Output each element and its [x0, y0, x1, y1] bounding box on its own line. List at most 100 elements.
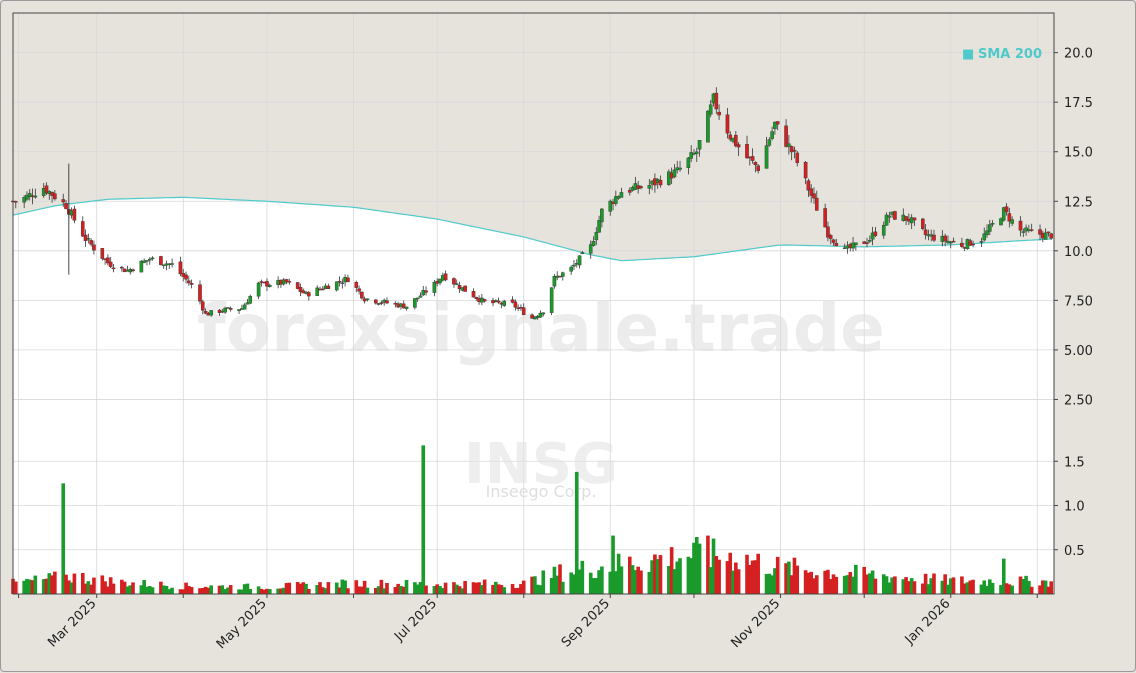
candle-body: [1001, 207, 1006, 221]
candle: [923, 224, 928, 240]
candle-body: [147, 258, 152, 261]
watermark-ticker: INSG: [464, 432, 618, 497]
volume-bar: [979, 584, 984, 594]
candle: [1038, 224, 1042, 241]
candle: [851, 236, 855, 252]
candle: [463, 285, 467, 292]
candle: [960, 237, 964, 249]
candle: [513, 299, 518, 311]
volume-bar: [187, 585, 191, 594]
volume-bar: [147, 586, 152, 594]
candle-body: [960, 242, 964, 247]
volume-bar: [382, 588, 386, 594]
volume-bar: [552, 566, 557, 594]
candle: [27, 189, 32, 201]
volume-bar: [404, 580, 409, 594]
candle-body: [1043, 232, 1048, 240]
volume-bar: [1001, 558, 1006, 594]
candle-body: [784, 125, 788, 147]
candle: [823, 203, 827, 228]
volume-bar: [337, 587, 342, 594]
volume-bar: [999, 585, 1003, 594]
volume-bar: [513, 588, 518, 594]
candle: [284, 278, 289, 285]
x-axis-labels: Mar 2025 May 2025 Jul 2025 Sep 2025 Nov 2025…: [45, 596, 953, 652]
volume-bar: [692, 542, 696, 594]
x-tick-label: Mar 2025: [45, 596, 99, 650]
volume-bar: [923, 573, 928, 594]
candle: [971, 240, 975, 248]
volume-bar: [842, 575, 847, 594]
x-tick-label: Sep 2025: [559, 596, 613, 650]
volume-bar: [245, 583, 250, 594]
candle-body: [44, 185, 49, 194]
candle: [178, 256, 183, 277]
volume-bar: [675, 561, 680, 594]
volume-bar: [921, 583, 925, 594]
candle-body: [108, 261, 113, 267]
candle-body: [1021, 231, 1026, 233]
candle: [1046, 231, 1051, 237]
volume-bar: [823, 570, 827, 594]
volume-bar: [228, 585, 233, 594]
volume-bar: [1007, 584, 1012, 594]
candle-body: [326, 285, 331, 289]
volume-bar: [639, 570, 643, 594]
candle-body: [307, 292, 311, 297]
y-tick-label: 7.50: [1064, 294, 1093, 309]
volume-bar: [561, 581, 565, 594]
volume-bar: [267, 589, 272, 594]
volume-bar: [357, 586, 361, 594]
candle: [334, 281, 339, 292]
volume-bar: [572, 574, 576, 594]
volume-bar: [167, 589, 172, 594]
candle: [809, 184, 813, 203]
volume-bar: [1024, 575, 1028, 594]
volume-bar: [237, 589, 241, 594]
candle: [854, 242, 858, 251]
volume-bar: [279, 588, 283, 594]
candle-body: [594, 232, 599, 241]
candle-body: [678, 167, 682, 170]
candle: [1007, 207, 1012, 228]
candle: [714, 87, 719, 115]
candle-body: [178, 261, 183, 275]
volume-bar: [494, 581, 498, 594]
legend: ■ SMA 200: [962, 47, 1042, 62]
candle-body: [828, 235, 833, 239]
candle-body: [256, 282, 261, 297]
candle: [120, 265, 124, 272]
plot-background: [13, 13, 1054, 594]
candle-body: [893, 211, 897, 220]
y-tick-label: 10.0: [1064, 245, 1093, 260]
volume-bar: [502, 587, 506, 594]
candle: [1001, 206, 1006, 222]
candle-body: [812, 193, 816, 199]
candle-body: [912, 217, 917, 221]
candle-body: [904, 216, 908, 221]
candle: [346, 274, 350, 283]
candle: [404, 306, 409, 311]
candle-body: [809, 188, 813, 196]
volume-bar: [890, 577, 894, 594]
watermark-site: forexsignale.trade: [197, 290, 885, 367]
volume-bar: [555, 575, 560, 594]
candle-body: [64, 203, 68, 209]
candle: [474, 296, 479, 301]
candle-body: [1049, 233, 1054, 239]
candle-body: [510, 299, 515, 303]
volume-bar: [374, 587, 378, 594]
candle: [80, 216, 85, 237]
candle: [812, 187, 816, 204]
candle-body: [13, 201, 18, 203]
y-tick-label: 2.50: [1064, 393, 1093, 408]
volume-bar: [496, 584, 501, 594]
volume-bar: [988, 579, 992, 594]
candle: [139, 260, 144, 273]
candle: [64, 200, 68, 210]
volume-bar: [69, 582, 74, 594]
volume-bar: [1021, 578, 1026, 594]
volume-bar: [686, 556, 691, 594]
candle-body: [932, 234, 936, 241]
